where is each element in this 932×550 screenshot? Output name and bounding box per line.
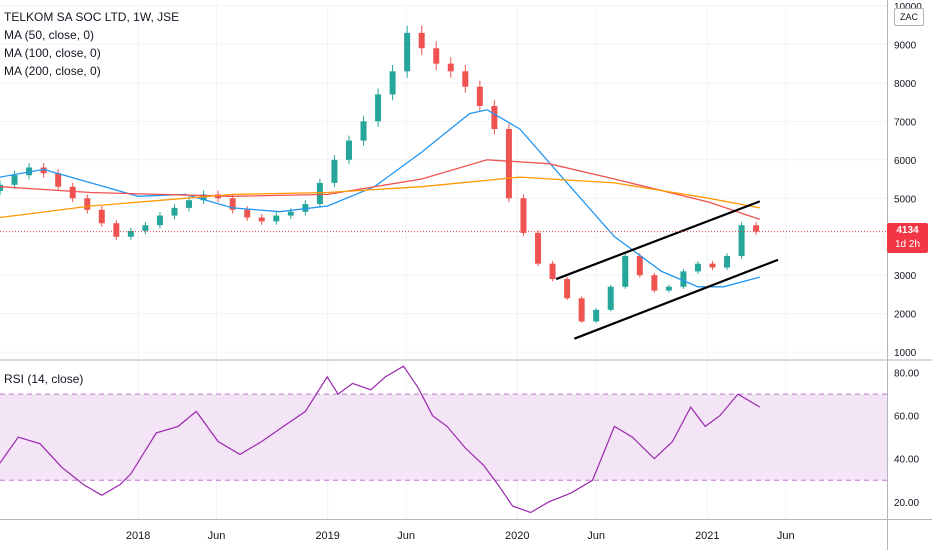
candle-body: [491, 105, 498, 130]
last-price-value: 4134: [896, 224, 919, 236]
candle-body: [593, 309, 600, 322]
price-tick-label: 2000: [894, 310, 917, 321]
ma200-legend[interactable]: MA (200, close, 0): [4, 64, 101, 78]
upper-trendline: [555, 200, 761, 281]
rsi-tick-label: 80.00: [894, 369, 919, 380]
candle-body: [476, 86, 483, 106]
candle-body: [0, 184, 3, 191]
candle-body: [229, 198, 236, 210]
time-tick-label: 2021: [695, 530, 719, 542]
candle-body: [40, 167, 47, 174]
candle-body: [665, 286, 672, 291]
candle-body: [578, 298, 585, 322]
candle-body: [69, 186, 76, 199]
candle-body: [636, 255, 643, 276]
price-tick-label: 5000: [894, 194, 917, 205]
rsi-tick-label: 60.00: [894, 412, 919, 423]
candle-body: [142, 225, 149, 231]
candle-body: [345, 140, 352, 160]
candle-body: [11, 175, 18, 185]
candle-body: [375, 94, 382, 122]
candle-body: [549, 263, 556, 280]
candle-body: [418, 32, 425, 49]
rsi-legend[interactable]: RSI (14, close): [4, 372, 84, 386]
candle-body: [156, 215, 163, 226]
candle-body: [302, 204, 309, 212]
candle-body: [360, 121, 367, 141]
time-tick-label: Jun: [777, 530, 795, 542]
time-tick-label: Jun: [208, 530, 226, 542]
currency-button[interactable]: ZAC: [894, 8, 924, 26]
candle-body: [98, 209, 105, 224]
candle-body: [738, 225, 745, 256]
time-tick-label: Jun: [397, 530, 415, 542]
price-tick-label: 9000: [894, 40, 917, 51]
candle-body: [186, 200, 193, 208]
ma50-line: [0, 109, 760, 288]
candle-body: [113, 223, 120, 237]
time-tick-label: 2018: [126, 530, 150, 542]
rsi-band: [0, 394, 887, 481]
price-tick-label: 7000: [894, 117, 917, 128]
candle-body: [535, 232, 542, 264]
candle-body: [505, 129, 512, 199]
time-tick-label: Jun: [587, 530, 605, 542]
candle-body: [564, 279, 571, 299]
price-tick-label: 6000: [894, 156, 917, 167]
candle-body: [433, 48, 440, 64]
candle-body: [680, 271, 687, 287]
candle-body: [171, 207, 178, 216]
candle-body: [694, 263, 701, 272]
ma100-legend[interactable]: MA (100, close, 0): [4, 46, 101, 60]
candle-body: [462, 71, 469, 87]
legend: TELKOM SA SOC LTD, 1W, JSE MA (50, close…: [4, 8, 179, 80]
candle-body: [273, 215, 280, 222]
ma50-legend[interactable]: MA (50, close, 0): [4, 28, 95, 42]
price-tick-label: 1000: [894, 348, 917, 359]
candle-body: [287, 211, 294, 216]
candle-body: [404, 32, 411, 72]
symbol-title[interactable]: TELKOM SA SOC LTD, 1W, JSE: [4, 10, 180, 24]
price-tick-label: 8000: [894, 79, 917, 90]
ma200-line: [0, 176, 760, 219]
candle-body: [724, 255, 731, 268]
rsi-line: [0, 365, 761, 514]
candle-body: [258, 217, 265, 222]
last-price-label: 4134 1d 2h: [887, 222, 928, 253]
time-tick-label: 2020: [505, 530, 529, 542]
time-tick-label: 2019: [315, 530, 339, 542]
candle-body: [389, 71, 396, 95]
rsi-tick-label: 20.00: [894, 498, 919, 509]
candle-body: [607, 286, 614, 310]
candle-body: [520, 198, 527, 233]
lower-trendline: [573, 258, 779, 340]
candle-body: [447, 63, 454, 72]
candle-body: [622, 255, 629, 287]
candle-body: [84, 198, 91, 210]
candle-body: [244, 209, 251, 218]
candle-body: [331, 159, 338, 183]
candle-body: [316, 182, 323, 205]
candle-body: [709, 263, 716, 268]
candle-body: [753, 225, 760, 232]
candle-body: [127, 230, 134, 237]
price-tick-label: 3000: [894, 271, 917, 282]
bar-countdown: 1d 2h: [894, 238, 921, 250]
candle-body: [55, 173, 62, 187]
rsi-tick-label: 40.00: [894, 455, 919, 466]
price-tick-label: 10000: [894, 2, 922, 13]
candle-body: [651, 275, 658, 291]
